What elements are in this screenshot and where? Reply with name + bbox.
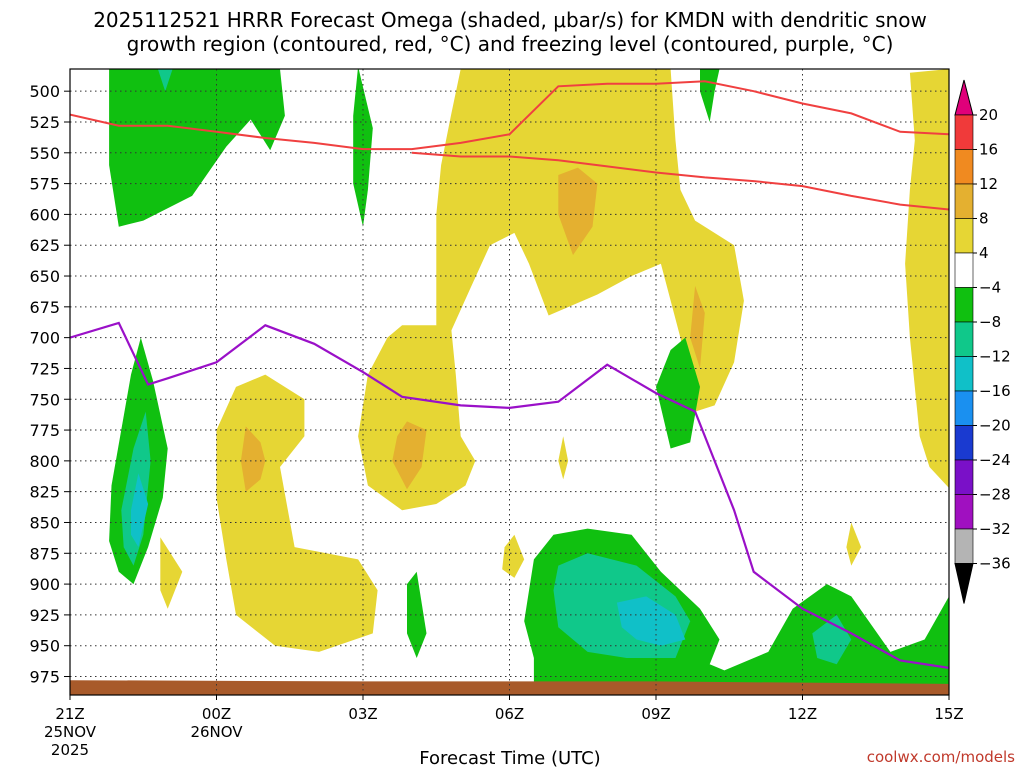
y-tick-label: 575 [29, 175, 60, 194]
y-tick-label: 750 [29, 390, 60, 409]
y-tick-label: 600 [29, 205, 60, 224]
ascent-cell-01z-core [240, 426, 266, 492]
ascent-upper-max [558, 167, 598, 256]
sink-blob-0030z [407, 571, 427, 658]
colorbar-swatch [954, 114, 974, 150]
colorbar-swatch [954, 321, 974, 357]
colorbar-swatch [954, 528, 974, 564]
colorbar-swatch [954, 183, 974, 219]
colorbar-label: −16 [979, 382, 1011, 400]
colorbar-label: −12 [979, 348, 1011, 366]
x-tick-label: 21Z [55, 705, 84, 723]
contour-lines [70, 80, 949, 669]
colorbar-label: 4 [979, 244, 989, 262]
y-tick-label: 500 [29, 82, 60, 101]
y-tick-label: 875 [29, 544, 60, 563]
y-tick-label: 975 [29, 668, 60, 687]
colorbar-label: −20 [979, 417, 1011, 435]
y-tick-label: 800 [29, 452, 60, 471]
x-date-label: 25NOV [44, 723, 97, 741]
x-date-label: 26NOV [190, 723, 243, 741]
x-tick-label: 09Z [641, 705, 670, 723]
sink-cell-0830z-cyan [616, 596, 686, 646]
x-axis-title: Forecast Time (UTC) [419, 748, 600, 768]
y-tick-label: 900 [29, 575, 60, 594]
colorbar-swatch [954, 287, 974, 323]
y-tick-label: 850 [29, 513, 60, 532]
sink-strip-03z [353, 69, 373, 227]
x-tick-label: 06Z [495, 705, 524, 723]
sink-cell-upper-left-teal [157, 69, 173, 92]
x-tick-label: 15Z [934, 705, 963, 723]
colorbar-swatch [954, 252, 974, 288]
terrain-band [70, 680, 949, 695]
y-tick-label: 725 [29, 359, 60, 378]
y-tick-label: 775 [29, 421, 60, 440]
colorbar-bottom-arrow [954, 563, 974, 604]
chart-title-line1: 2025112521 HRRR Forecast Omega (shaded, … [93, 8, 927, 32]
freezing-level-contour [70, 321, 949, 669]
ascent-cell-04z-core [392, 421, 427, 490]
ascent-blob-12z [846, 522, 862, 566]
colorbar-label: −24 [979, 451, 1011, 469]
sink-band-upper-left [109, 69, 285, 227]
y-tick-label: 625 [29, 236, 60, 255]
colorbar-label: 8 [979, 210, 989, 228]
colorbar-label: −8 [979, 313, 1001, 331]
ascent-right-edge [905, 69, 949, 488]
y-tick-label: 700 [29, 329, 60, 348]
colorbar-label: 16 [979, 141, 998, 159]
colorbar-swatch [954, 390, 974, 426]
ascent-blob-2245z [160, 537, 183, 609]
y-tick-label: 925 [29, 606, 60, 625]
y-tick-label: 825 [29, 483, 60, 502]
colorbar-swatch [954, 356, 974, 392]
colorbar-top-arrow [954, 79, 974, 116]
dgz-upper-contour [70, 80, 949, 151]
ascent-cell-04z [358, 325, 476, 511]
sink-cell-12z-teal [812, 614, 852, 665]
colorbar-label: 12 [979, 175, 998, 193]
colorbar-swatch [954, 425, 974, 461]
y-axis: 500 525 550 575 600 625 650 675 700 725 750 775 800 8… [29, 82, 70, 687]
plot-area [70, 69, 949, 695]
colorbar-label: −32 [979, 520, 1011, 538]
y-tick-label: 550 [29, 144, 60, 163]
x-year-label: 2025 [51, 741, 89, 759]
colorbar-label: 20 [979, 106, 998, 124]
ascent-strip-07z [558, 436, 569, 480]
y-tick-label: 675 [29, 298, 60, 317]
colorbar-label: −36 [979, 555, 1011, 573]
x-tick-label: 12Z [788, 705, 817, 723]
chart-title-line2: growth region (contoured, red, °C) and f… [127, 32, 894, 56]
y-tick-label: 950 [29, 637, 60, 656]
ascent-upper-core [436, 69, 744, 412]
omega-shading [70, 69, 949, 695]
sink-cell-09z-mid [656, 337, 700, 449]
colorbar-swatch [954, 149, 974, 185]
colorbar-swatch [954, 459, 974, 495]
watermark: coolwx.com/models [867, 748, 1015, 766]
colorbar-swatch [954, 494, 974, 530]
colorbar: 20 16 12 8 4 −4 −8 −12 −16 −20 −24 −28 −32 −36 [954, 79, 1011, 604]
x-tick-label: 03Z [348, 705, 377, 723]
dgz-lower-contour [411, 151, 949, 211]
ascent-blob-06z [502, 534, 525, 578]
x-tick-label: 00Z [202, 705, 231, 723]
colorbar-swatch [954, 218, 974, 254]
colorbar-label: −28 [979, 486, 1011, 504]
colorbar-label: −4 [979, 279, 1001, 297]
y-tick-label: 650 [29, 267, 60, 286]
y-tick-label: 525 [29, 113, 60, 132]
